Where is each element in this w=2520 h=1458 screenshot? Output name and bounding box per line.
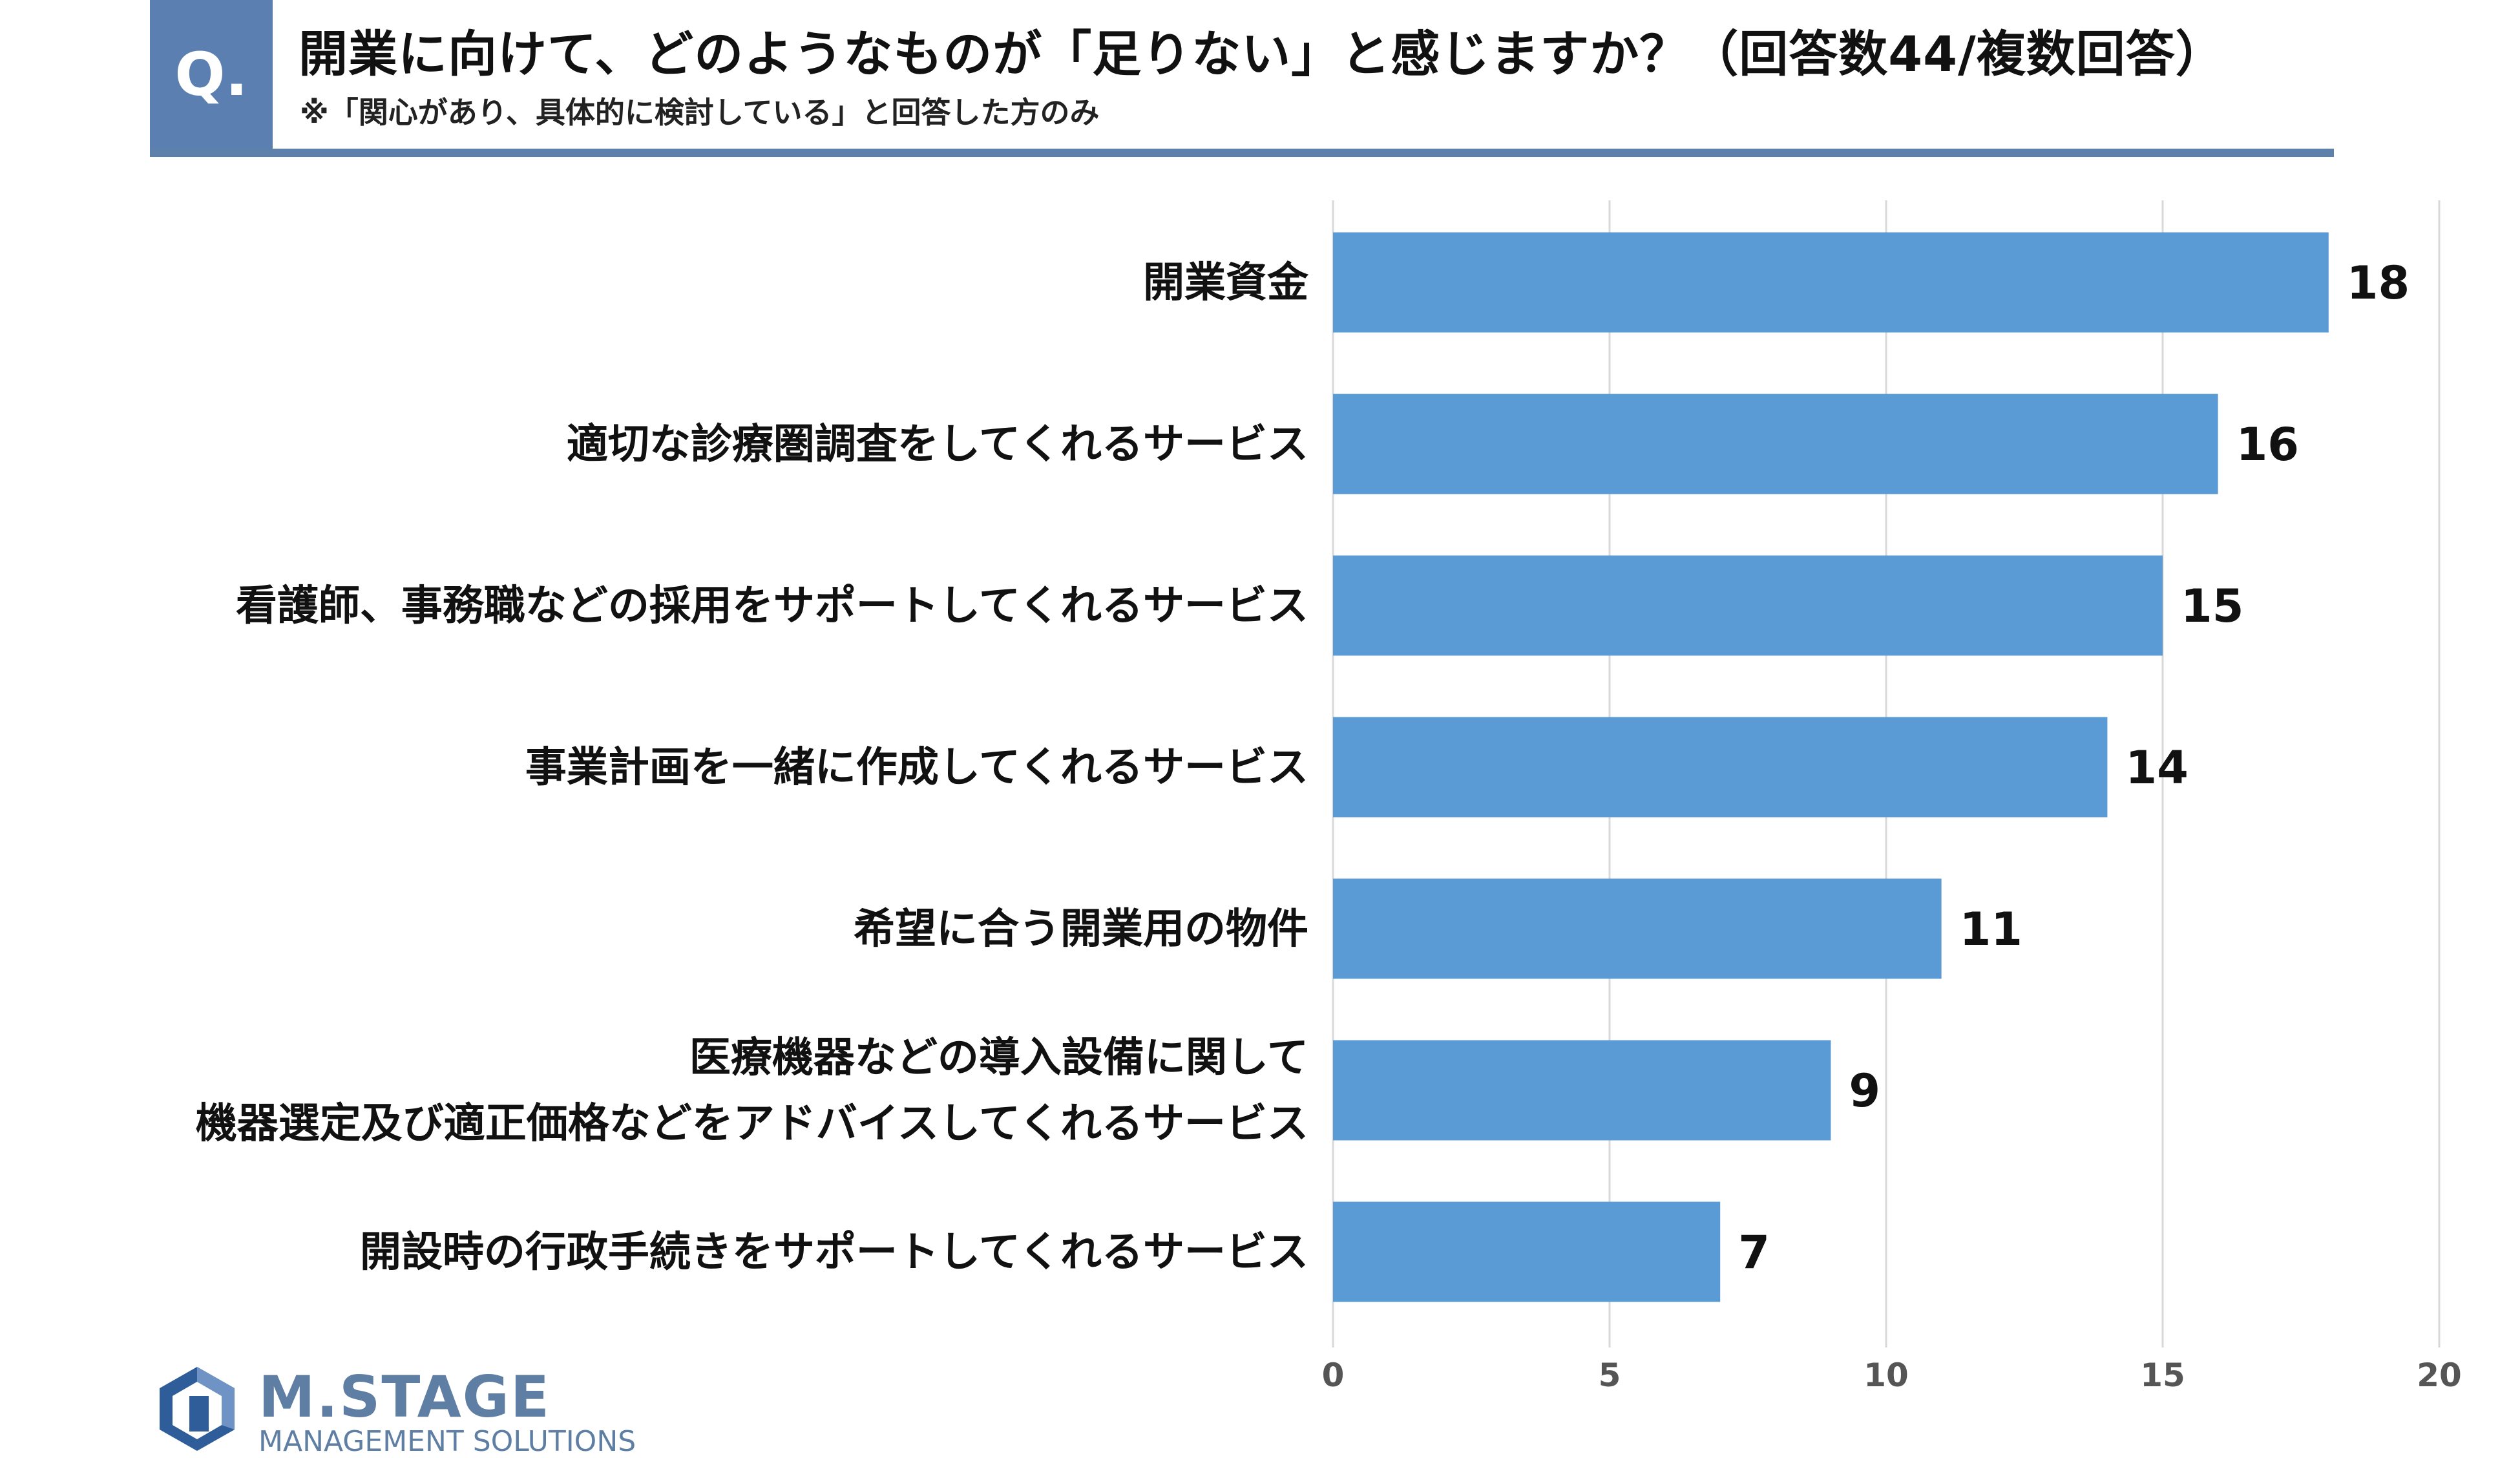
x-tick-label: 0 bbox=[1322, 1357, 1345, 1394]
bar bbox=[1333, 717, 2108, 818]
bar bbox=[1333, 1040, 1831, 1141]
category-label: 開業資金 bbox=[1143, 259, 1309, 307]
bar bbox=[1333, 1201, 1721, 1302]
category-label: 事業計画を一緒に作成してくれるサービス bbox=[525, 744, 1308, 792]
question-note: ※「関心があり、具体的に検討している」と回答した方のみ bbox=[300, 95, 1100, 130]
category-label: 看護師、事務職などの採用をサポートしてくれるサービス bbox=[236, 582, 1308, 630]
category-label: 開設時の行政手続きをサポートしてくれるサービス bbox=[360, 1229, 1308, 1276]
x-tick-label: 5 bbox=[1599, 1357, 1621, 1394]
x-tick-label: 10 bbox=[1864, 1357, 1909, 1394]
category-label: 適切な診療圏調査をしてくれるサービス bbox=[567, 421, 1308, 469]
data-label: 16 bbox=[2236, 418, 2299, 471]
data-label: 9 bbox=[1849, 1064, 1880, 1117]
category-label: 医療機器などの導入設備に関して bbox=[689, 1034, 1308, 1082]
question-title: 開業に向けて、どのようなものが「足りない」と感じますか？（回答数44/複数回答） bbox=[299, 25, 2225, 83]
data-label: 7 bbox=[1738, 1226, 1770, 1279]
data-label: 15 bbox=[2181, 580, 2243, 633]
category-label: 希望に合う開業用の物件 bbox=[854, 905, 1308, 953]
x-tick-label: 15 bbox=[2140, 1357, 2185, 1394]
bar bbox=[1333, 394, 2218, 494]
question-header: Q. 開業に向けて、どのようなものが「足りない」と感じますか？（回答数44/複数… bbox=[150, 0, 2334, 157]
logo-tagline: MANAGEMENT SOLUTIONS bbox=[258, 1425, 636, 1458]
x-tick-label: 20 bbox=[2417, 1357, 2462, 1394]
bar bbox=[1333, 232, 2329, 333]
data-label: 11 bbox=[1960, 903, 2022, 956]
question-badge: Q. bbox=[150, 0, 273, 149]
data-label: 18 bbox=[2347, 257, 2410, 310]
category-label: 機器選定及び適正価格などをアドバイスしてくれるサービス bbox=[196, 1100, 1308, 1148]
bar bbox=[1333, 555, 2163, 656]
logo-name: M.STAGE bbox=[258, 1364, 551, 1430]
bar bbox=[1333, 878, 1942, 979]
data-label: 14 bbox=[2125, 741, 2188, 794]
company-logo: M.STAGE MANAGEMENT SOLUTIONS bbox=[152, 1364, 669, 1458]
logo-mark-icon bbox=[160, 1367, 235, 1451]
